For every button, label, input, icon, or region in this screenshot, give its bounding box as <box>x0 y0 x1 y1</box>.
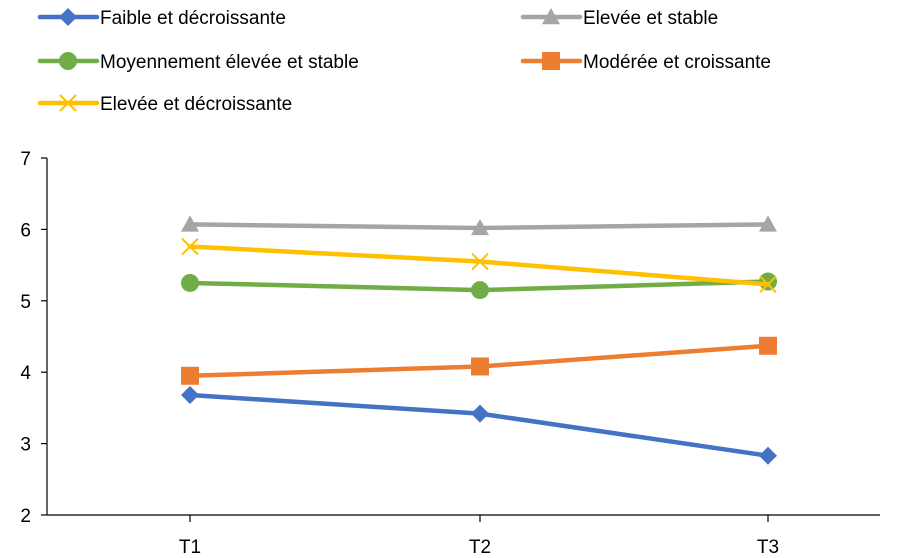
legend-label: Elevée et stable <box>583 8 718 29</box>
x-tick-label: T1 <box>179 537 201 558</box>
x-tick-label: T2 <box>469 537 491 558</box>
series-5 <box>181 237 777 294</box>
x-tick-label: T3 <box>757 537 779 558</box>
y-tick-label: 5 <box>20 292 31 313</box>
data-point <box>471 404 489 423</box>
data-point <box>471 357 489 376</box>
series-2 <box>181 215 777 236</box>
series-line <box>187 392 771 458</box>
data-point <box>181 273 199 292</box>
data-point <box>759 446 777 465</box>
series-1 <box>181 386 777 465</box>
data-point <box>181 215 199 232</box>
data-point <box>759 215 777 232</box>
legend-entry: Faible et décroissante <box>37 8 286 29</box>
legend-swatch-marker <box>59 94 77 112</box>
data-point <box>181 386 199 405</box>
legend-entry: Moyennement élevée et stable <box>37 52 359 73</box>
legend-entry: Elevée et stable <box>520 8 718 29</box>
legend-label: Modérée et croissante <box>583 52 771 73</box>
plot-area <box>181 215 777 465</box>
legend-swatch-marker <box>542 52 560 70</box>
data-point <box>471 281 489 300</box>
axes: 2 3 4 5 6 7 T1 T2 T3 <box>20 149 880 558</box>
legend-label: Elevée et décroissante <box>100 94 292 115</box>
data-point <box>181 237 199 256</box>
legend-entry: Modérée et croissante <box>520 52 771 73</box>
legend-swatch-marker <box>59 52 77 70</box>
y-tick-label: 2 <box>20 506 31 527</box>
data-point <box>759 275 777 294</box>
legend-entry: Elevée et décroissante <box>37 94 292 115</box>
legend-label: Faible et décroissante <box>100 8 286 29</box>
series-4 <box>181 336 777 385</box>
data-point <box>181 366 199 385</box>
legend: Faible et décroissante Elevée et stable Mo… <box>37 8 771 115</box>
y-tick-label: 7 <box>20 149 31 170</box>
y-ticks: 2 3 4 5 6 7 <box>20 149 47 527</box>
data-point <box>759 336 777 355</box>
data-point <box>471 252 489 271</box>
legend-label: Moyennement élevée et stable <box>100 52 359 73</box>
y-tick-label: 4 <box>20 363 31 384</box>
series-line <box>187 244 771 287</box>
y-tick-label: 6 <box>20 220 31 241</box>
legend-swatch-marker <box>542 8 560 25</box>
y-tick-label: 3 <box>20 435 31 456</box>
data-point <box>471 218 489 236</box>
x-ticks: T1 T2 T3 <box>179 515 779 558</box>
data-point <box>759 272 777 291</box>
series-3 <box>181 272 777 300</box>
legend-swatch-marker <box>59 8 77 26</box>
